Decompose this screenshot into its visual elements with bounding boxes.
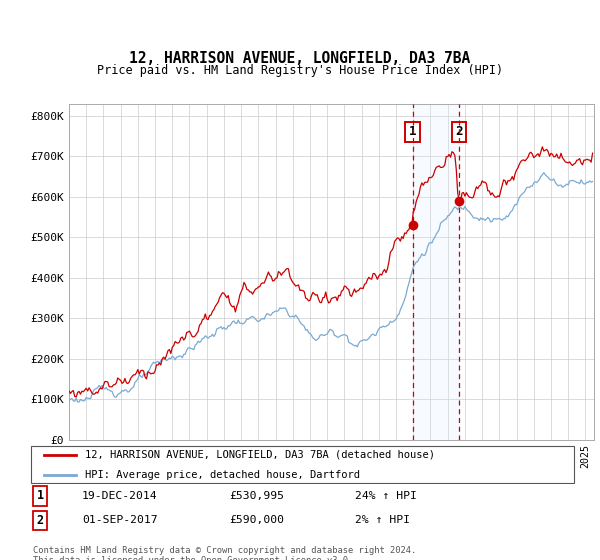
Text: 2% ↑ HPI: 2% ↑ HPI	[355, 515, 410, 525]
FancyBboxPatch shape	[31, 446, 574, 483]
Text: HPI: Average price, detached house, Dartford: HPI: Average price, detached house, Dart…	[85, 470, 359, 480]
Text: 2: 2	[37, 514, 44, 527]
Text: 2: 2	[455, 125, 463, 138]
Text: 24% ↑ HPI: 24% ↑ HPI	[355, 491, 417, 501]
Text: Contains HM Land Registry data © Crown copyright and database right 2024.
This d: Contains HM Land Registry data © Crown c…	[33, 546, 416, 560]
Text: 1: 1	[409, 125, 416, 138]
Text: 01-SEP-2017: 01-SEP-2017	[82, 515, 157, 525]
Bar	[413, 104, 459, 440]
Text: £590,000: £590,000	[229, 515, 284, 525]
Text: 12, HARRISON AVENUE, LONGFIELD, DA3 7BA: 12, HARRISON AVENUE, LONGFIELD, DA3 7BA	[130, 50, 470, 66]
Text: 19-DEC-2014: 19-DEC-2014	[82, 491, 157, 501]
Text: 12, HARRISON AVENUE, LONGFIELD, DA3 7BA (detached house): 12, HARRISON AVENUE, LONGFIELD, DA3 7BA …	[85, 450, 434, 460]
Text: 1: 1	[37, 489, 44, 502]
Text: Price paid vs. HM Land Registry's House Price Index (HPI): Price paid vs. HM Land Registry's House …	[97, 64, 503, 77]
Text: £530,995: £530,995	[229, 491, 284, 501]
